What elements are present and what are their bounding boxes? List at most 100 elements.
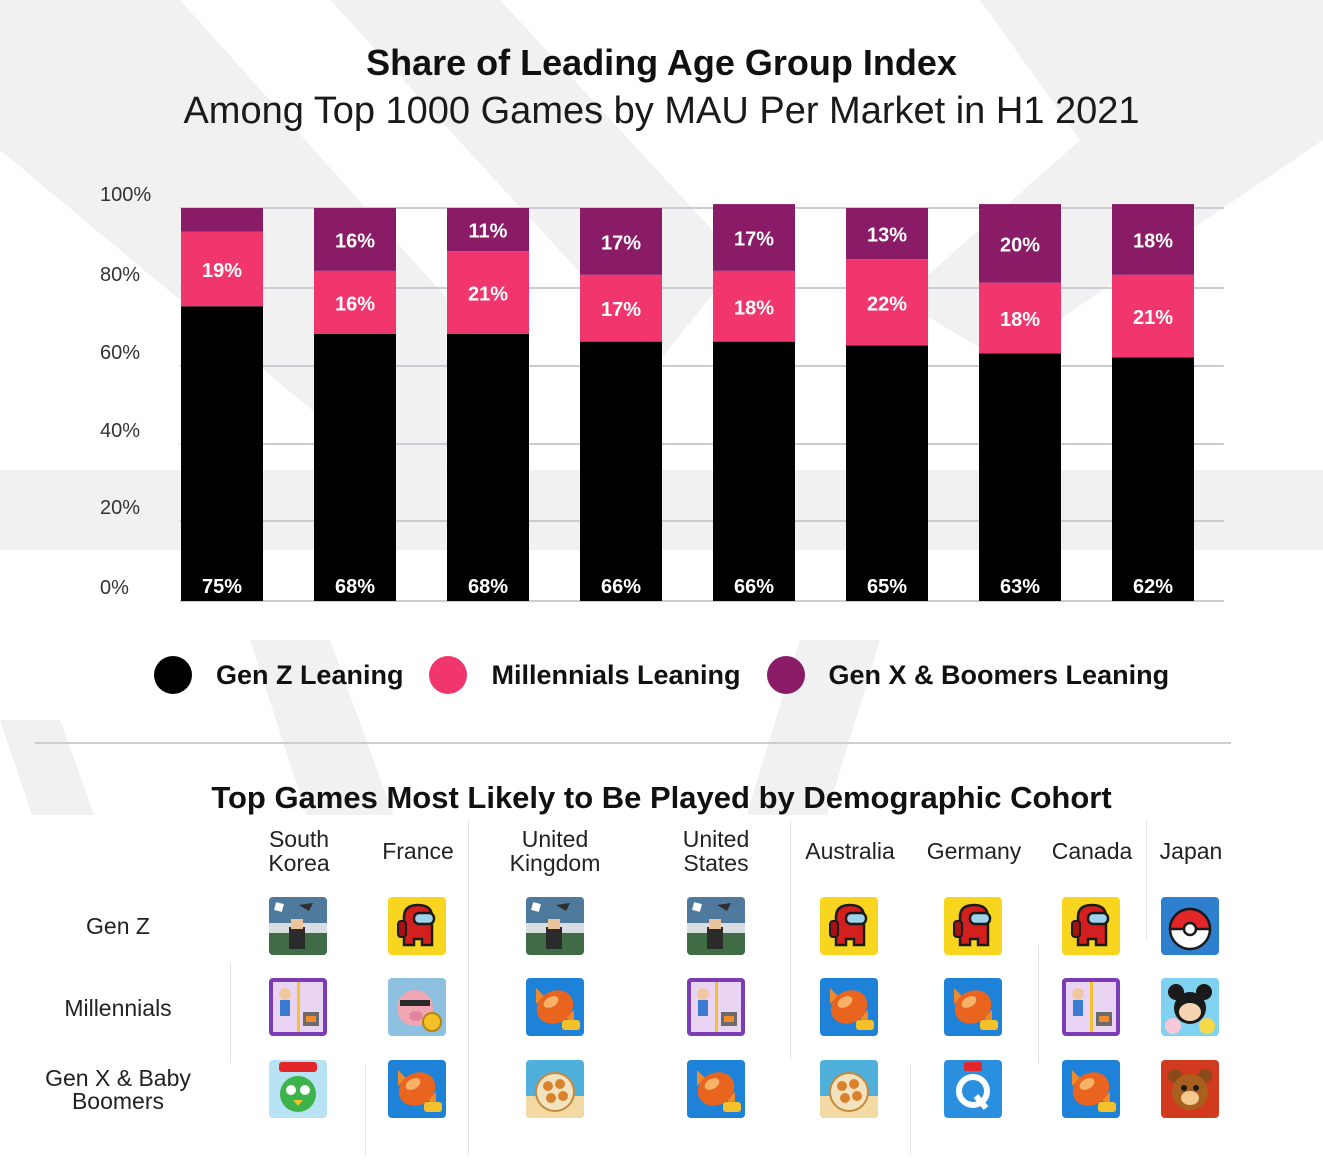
y-tick-label: 100% <box>100 184 151 206</box>
country-united-states: United States <box>682 826 750 876</box>
y-tick-label: 80% <box>100 264 140 286</box>
data-label: 17% <box>734 228 774 250</box>
data-label: 66% <box>601 576 641 598</box>
legend-item-gen-x-boomers: Gen X & Boomers Leaning <box>766 656 1170 694</box>
among-us-icon <box>1062 897 1120 955</box>
legend-item-millennials: Millennials Leaning <box>429 656 741 694</box>
data-label: 68% <box>468 576 508 598</box>
column-separator <box>365 1065 366 1155</box>
coin-master-icon <box>388 978 446 1036</box>
candy-crush-icon <box>526 978 584 1036</box>
bar-segment <box>713 341 795 601</box>
data-label: 21% <box>468 283 508 305</box>
column-separator <box>230 963 231 1063</box>
bear-puzzle-icon <box>1161 1060 1219 1118</box>
data-label: 68% <box>335 576 375 598</box>
y-tick-label: 0% <box>100 577 129 599</box>
bar-segment <box>979 204 1061 283</box>
among-us-icon <box>944 897 1002 955</box>
word-game-icon <box>820 1060 878 1118</box>
quizduell-icon <box>944 1060 1002 1118</box>
candy-crush-icon <box>388 1060 446 1118</box>
legend-swatch-millennials <box>429 656 468 694</box>
bar-segment <box>979 353 1061 601</box>
data-label: 19% <box>202 260 242 282</box>
hero-rescue-icon <box>269 978 327 1036</box>
y-tick-label: 40% <box>100 420 140 442</box>
bar-segment <box>1112 357 1194 601</box>
among-us-icon <box>820 897 878 955</box>
data-label: 66% <box>734 576 774 598</box>
data-label: 22% <box>867 293 907 315</box>
anipang-icon <box>269 1060 327 1118</box>
data-label: 17% <box>601 232 641 254</box>
candy-crush-icon <box>687 1060 745 1118</box>
country-japan: Japan <box>1159 838 1223 864</box>
word-game-icon <box>526 1060 584 1118</box>
bar-segment <box>447 251 529 334</box>
row-label-millennials: Millennials <box>64 994 172 1021</box>
bar-segment <box>447 208 529 252</box>
data-label: 20% <box>1000 234 1040 256</box>
data-label: 21% <box>1133 307 1173 329</box>
roblox-icon <box>526 897 584 955</box>
bar-segment <box>314 270 396 334</box>
data-label: 16% <box>335 230 375 252</box>
bar-segment <box>314 333 396 601</box>
candy-crush-icon <box>1062 1060 1120 1118</box>
data-label: 16% <box>335 293 375 315</box>
bar-segment <box>181 306 263 601</box>
country-france: France <box>382 838 454 864</box>
row-label-gen-z: Gen Z <box>86 912 150 939</box>
legend-swatch-gen-z <box>153 656 192 694</box>
tsum-tsum-icon <box>1161 978 1219 1036</box>
country-germany: Germany <box>926 838 1022 864</box>
data-label: 11% <box>469 221 508 243</box>
legend-label-millennials: Millennials Leaning <box>491 659 741 690</box>
games-table-title: Top Games Most Likely to Be Played by De… <box>211 780 1112 815</box>
column-separator <box>790 820 791 1060</box>
data-label: 13% <box>867 225 907 247</box>
bar-segment <box>447 333 529 601</box>
legend-label-gen-z: Gen Z Leaning <box>215 659 404 690</box>
roblox-icon <box>269 897 327 955</box>
chart-title: Share of Leading Age Group Index <box>366 42 957 83</box>
roblox-icon <box>687 897 745 955</box>
data-label: 18% <box>734 297 774 319</box>
bar-segment <box>979 282 1061 354</box>
y-tick-label: 20% <box>100 497 140 519</box>
bar-segment <box>846 208 928 260</box>
among-us-icon <box>388 897 446 955</box>
chart-legend: Gen Z Leaning Millennials Leaning Gen X … <box>0 656 1323 694</box>
candy-crush-icon <box>944 978 1002 1036</box>
data-label: 75% <box>202 576 242 598</box>
candy-crush-icon <box>820 978 878 1036</box>
chart-subtitle: Among Top 1000 Games by MAU Per Market i… <box>183 90 1140 132</box>
pokemon-go-icon <box>1161 897 1219 955</box>
bar-segment <box>1112 274 1194 358</box>
bar-segment <box>1112 204 1194 275</box>
hero-rescue-icon <box>1062 978 1120 1036</box>
legend-swatch-gen-x-boomers <box>766 656 805 694</box>
y-tick-label: 60% <box>100 342 140 364</box>
bar-segment <box>580 208 662 275</box>
data-label: 18% <box>1133 230 1173 252</box>
bar-segment <box>314 208 396 271</box>
bar-segment <box>713 270 795 342</box>
column-separator <box>910 1065 911 1155</box>
bar-segment <box>181 208 263 232</box>
data-label: 63% <box>1000 576 1040 598</box>
country-australia: Australia <box>805 838 895 864</box>
bar-segment <box>181 231 263 307</box>
bar-segment <box>846 259 928 346</box>
bar-segment <box>580 341 662 601</box>
data-label: 62% <box>1133 576 1173 598</box>
bar-segment <box>846 345 928 601</box>
country-canada: Canada <box>1051 838 1133 864</box>
column-separator <box>1146 820 1147 940</box>
data-label: 17% <box>601 299 641 321</box>
bar-segment <box>713 204 795 271</box>
section-divider <box>35 742 1231 744</box>
column-separator <box>468 820 469 1155</box>
legend-label-gen-x-boomers: Gen X & Boomers Leaning <box>828 659 1170 690</box>
